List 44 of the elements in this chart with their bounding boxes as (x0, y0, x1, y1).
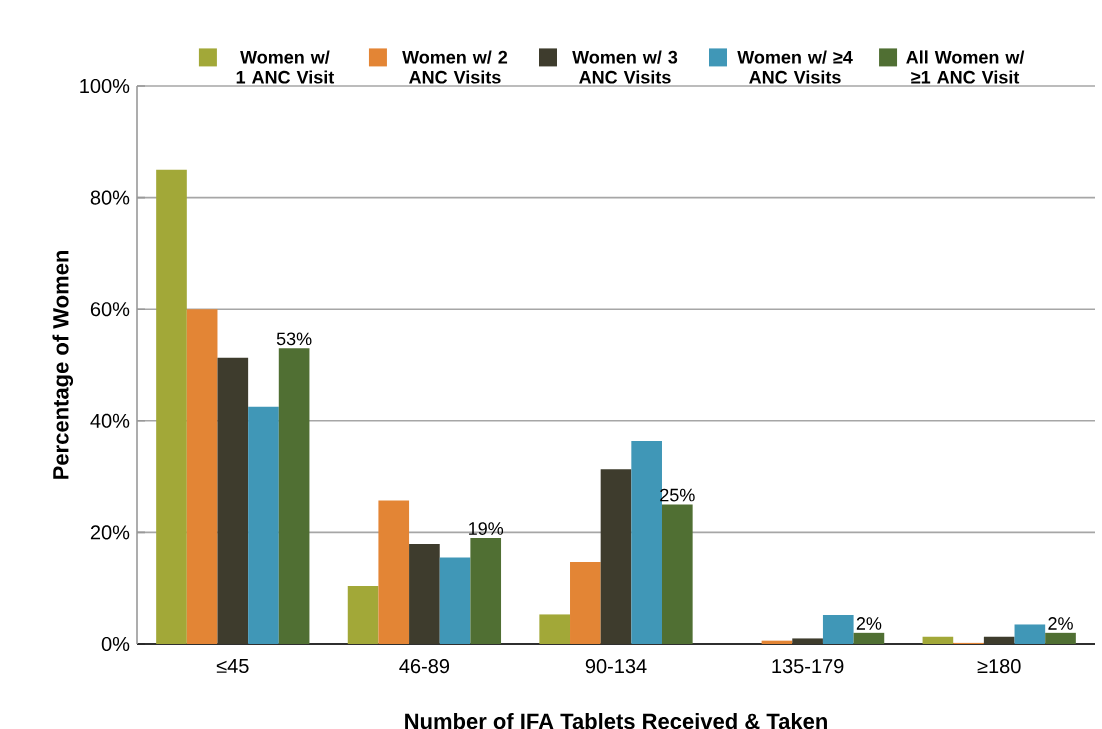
x-tick-label: 46-89 (399, 659, 450, 674)
bar (156, 169, 187, 644)
bar (661, 504, 693, 644)
bar (922, 636, 954, 644)
y-tick-label: 0% (101, 636, 130, 652)
data-label: 19% (469, 522, 504, 535)
y-tick-label: 100% (80, 78, 130, 94)
bar (248, 406, 279, 644)
y-axis-title: Percentage of Women (52, 251, 74, 479)
y-tick-label: 40% (90, 413, 130, 428)
data-label: 2% (1048, 617, 1073, 630)
bar (792, 638, 823, 644)
bar (983, 636, 1015, 644)
bar (439, 557, 471, 644)
x-tick-label: 90-134 (585, 659, 647, 674)
x-axis-title: Number of IFA Tablets Received & Taken (405, 712, 827, 729)
bar (822, 614, 854, 644)
data-label: 53% (276, 332, 312, 346)
y-tick-label: 80% (90, 190, 130, 205)
bar (631, 440, 662, 644)
legend-label: Women w/ 1 ANC Visit (236, 50, 335, 84)
bar (470, 537, 502, 644)
bar (539, 614, 571, 644)
x-tick-label: 135-179 (772, 659, 844, 674)
bar (378, 500, 410, 644)
bar (570, 561, 601, 644)
legend-label: All Women w/ ≥1 ANC Visit (906, 50, 1025, 84)
x-tick-label: ≥180 (977, 659, 1021, 674)
bar (600, 469, 632, 644)
bar (853, 632, 885, 644)
legend-label: Women w/ ≥4 ANC Visits (737, 50, 853, 84)
bar (347, 585, 379, 644)
bar (409, 544, 440, 644)
legend-label: Women w/ 2 ANC Visits (402, 50, 508, 84)
bar (186, 309, 218, 644)
bar (1014, 624, 1046, 644)
data-label: 2% (856, 617, 882, 630)
y-tick-label: 20% (90, 525, 130, 540)
bar (1045, 632, 1076, 644)
y-tick-label: 60% (90, 302, 130, 317)
bar (217, 357, 249, 644)
legend-label: Women w/ 3 ANC Visits (572, 50, 678, 84)
x-tick-label: ≤45 (216, 659, 249, 674)
bar (278, 348, 310, 644)
